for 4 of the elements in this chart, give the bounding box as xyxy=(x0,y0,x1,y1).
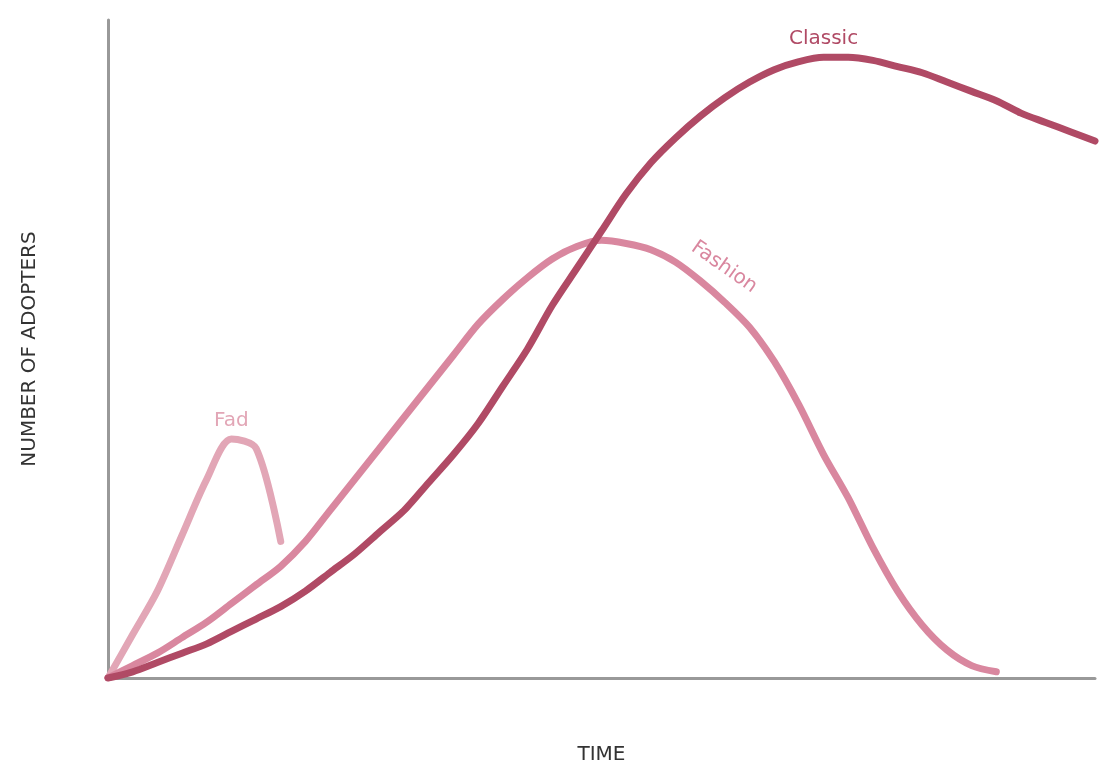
series-label: Classic xyxy=(788,25,859,50)
x-axis-title: TIME xyxy=(576,741,626,765)
series-label: Fad xyxy=(214,407,249,432)
y-axis-title: NUMBER OF ADOPTERS xyxy=(16,231,40,467)
